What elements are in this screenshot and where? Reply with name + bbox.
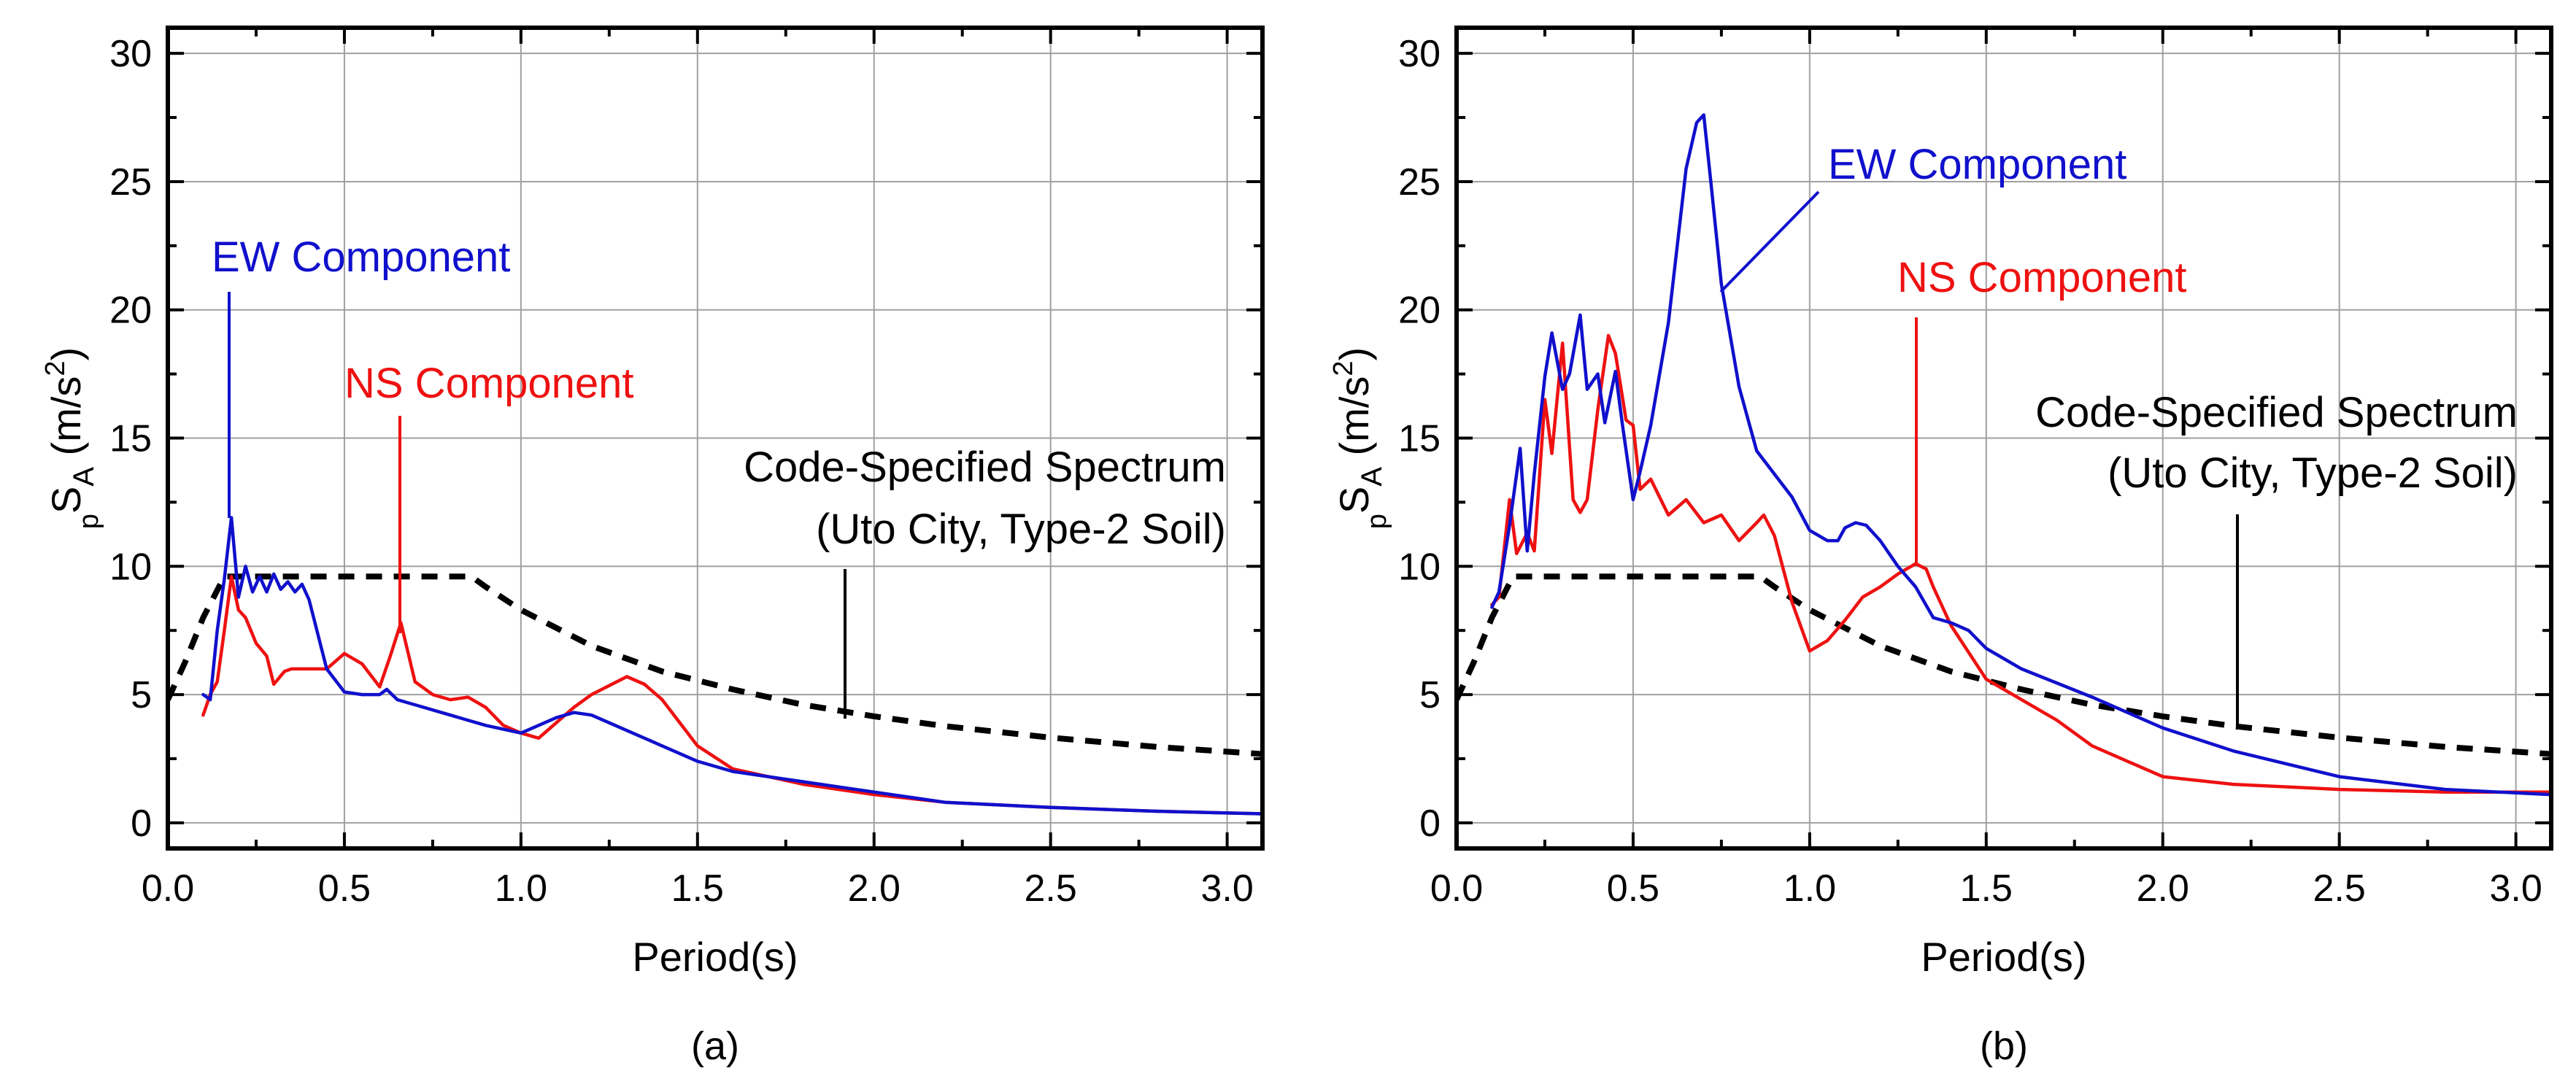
y-tick-label: 30 xyxy=(1398,33,1441,75)
y-axis-title-sub: A xyxy=(1356,467,1388,487)
x-tick-label: 1.0 xyxy=(495,867,547,910)
y-axis-title-space xyxy=(43,455,89,467)
x-tick-label: 0.0 xyxy=(142,867,194,910)
y-axis-title-unit: (m/s xyxy=(1331,376,1377,456)
y-tick-label: 5 xyxy=(1419,674,1441,716)
annotation-ns: NS Component xyxy=(1897,254,2187,301)
y-tick-label: 0 xyxy=(131,802,152,845)
y-axis-title-main: S xyxy=(1331,487,1377,514)
y-tick-label: 20 xyxy=(109,290,152,332)
chart-panel-a: 0.0 0.5 1.0 1.5 2.0 2.5 3.0 0 5 10 15 20 25 30 Period(… xyxy=(40,26,1265,1068)
x-tick-label: 2.5 xyxy=(2313,867,2366,910)
y-tick-label: 20 xyxy=(1398,290,1441,332)
annotation-ns: NS Component xyxy=(344,360,634,407)
annotation-code-sub: (Uto City, Type-2 Soil) xyxy=(816,506,1226,553)
y-axis-title-sub: A xyxy=(68,467,100,487)
series-line-ew xyxy=(201,516,1262,816)
y-tick-label: 15 xyxy=(109,418,152,460)
x-tick-label: 1.5 xyxy=(671,867,724,910)
x-tick-label: 2.5 xyxy=(1025,867,1077,910)
series-line-ns xyxy=(1490,333,2551,794)
x-tick-label: 0.5 xyxy=(318,867,371,910)
series-group xyxy=(168,516,1262,816)
x-tick-label: 2.0 xyxy=(2137,867,2189,910)
x-tick-label: 0.5 xyxy=(1607,867,1659,910)
y-axis-title: pSA (m/s2) xyxy=(1328,347,1392,529)
x-tick-label: 2.0 xyxy=(848,867,901,910)
y-axis-title-main: S xyxy=(43,487,89,514)
y-tick-label: 10 xyxy=(1398,546,1441,588)
y-tick-label: 15 xyxy=(1398,418,1441,460)
panel-label: (b) xyxy=(1980,1024,2028,1068)
annotation-code: Code-Specified Spectrum xyxy=(744,444,1226,491)
x-tick-label: 0.0 xyxy=(1430,867,1483,910)
y-tick-label: 25 xyxy=(1398,161,1441,204)
annotation-ew: EW Component xyxy=(1828,141,2126,188)
y-tick-label: 25 xyxy=(109,161,152,204)
x-tick-label: 3.0 xyxy=(1200,867,1253,910)
x-axis-title: Period(s) xyxy=(1921,934,2086,980)
panel-label: (a) xyxy=(691,1024,739,1068)
y-axis-title-unit-sup: 2 xyxy=(40,360,71,376)
y-axis-title-sub-left: p xyxy=(74,514,104,529)
x-tick-label: 3.0 xyxy=(2489,867,2542,910)
y-axis-title-unit-end: ) xyxy=(43,347,89,361)
series-line-ew xyxy=(1490,113,2551,797)
series-group xyxy=(1457,113,2551,797)
x-tick-label: 1.0 xyxy=(1783,867,1836,910)
y-axis-title-sub-left: p xyxy=(1362,514,1392,529)
x-tick-label: 1.5 xyxy=(1960,867,2013,910)
series-line-code xyxy=(1457,573,2551,757)
y-axis-title-unit-sup: 2 xyxy=(1328,360,1359,376)
annotation-code-sub: (Uto City, Type-2 Soil) xyxy=(2108,449,2518,497)
x-axis-title: Period(s) xyxy=(632,934,798,980)
annotation-ew: EW Component xyxy=(212,233,510,281)
y-axis-title-space xyxy=(1331,455,1377,467)
annotation-code: Code-Specified Spectrum xyxy=(2035,389,2518,436)
y-tick-label: 5 xyxy=(131,674,152,716)
y-axis-title-unit-end: ) xyxy=(1331,347,1377,361)
chart-panel-b: 0.0 0.5 1.0 1.5 2.0 2.5 3.0 0 5 10 15 20 25 30 Period(… xyxy=(1328,26,2553,1068)
y-axis-title: pSA (m/s2) xyxy=(40,347,104,529)
y-axis-title-unit: (m/s xyxy=(43,376,89,456)
annotation-leader-ew xyxy=(1719,190,1820,293)
series-line-ns xyxy=(201,575,1262,816)
y-tick-label: 10 xyxy=(109,546,152,588)
y-tick-label: 0 xyxy=(1419,802,1441,845)
y-tick-label: 30 xyxy=(109,33,152,75)
